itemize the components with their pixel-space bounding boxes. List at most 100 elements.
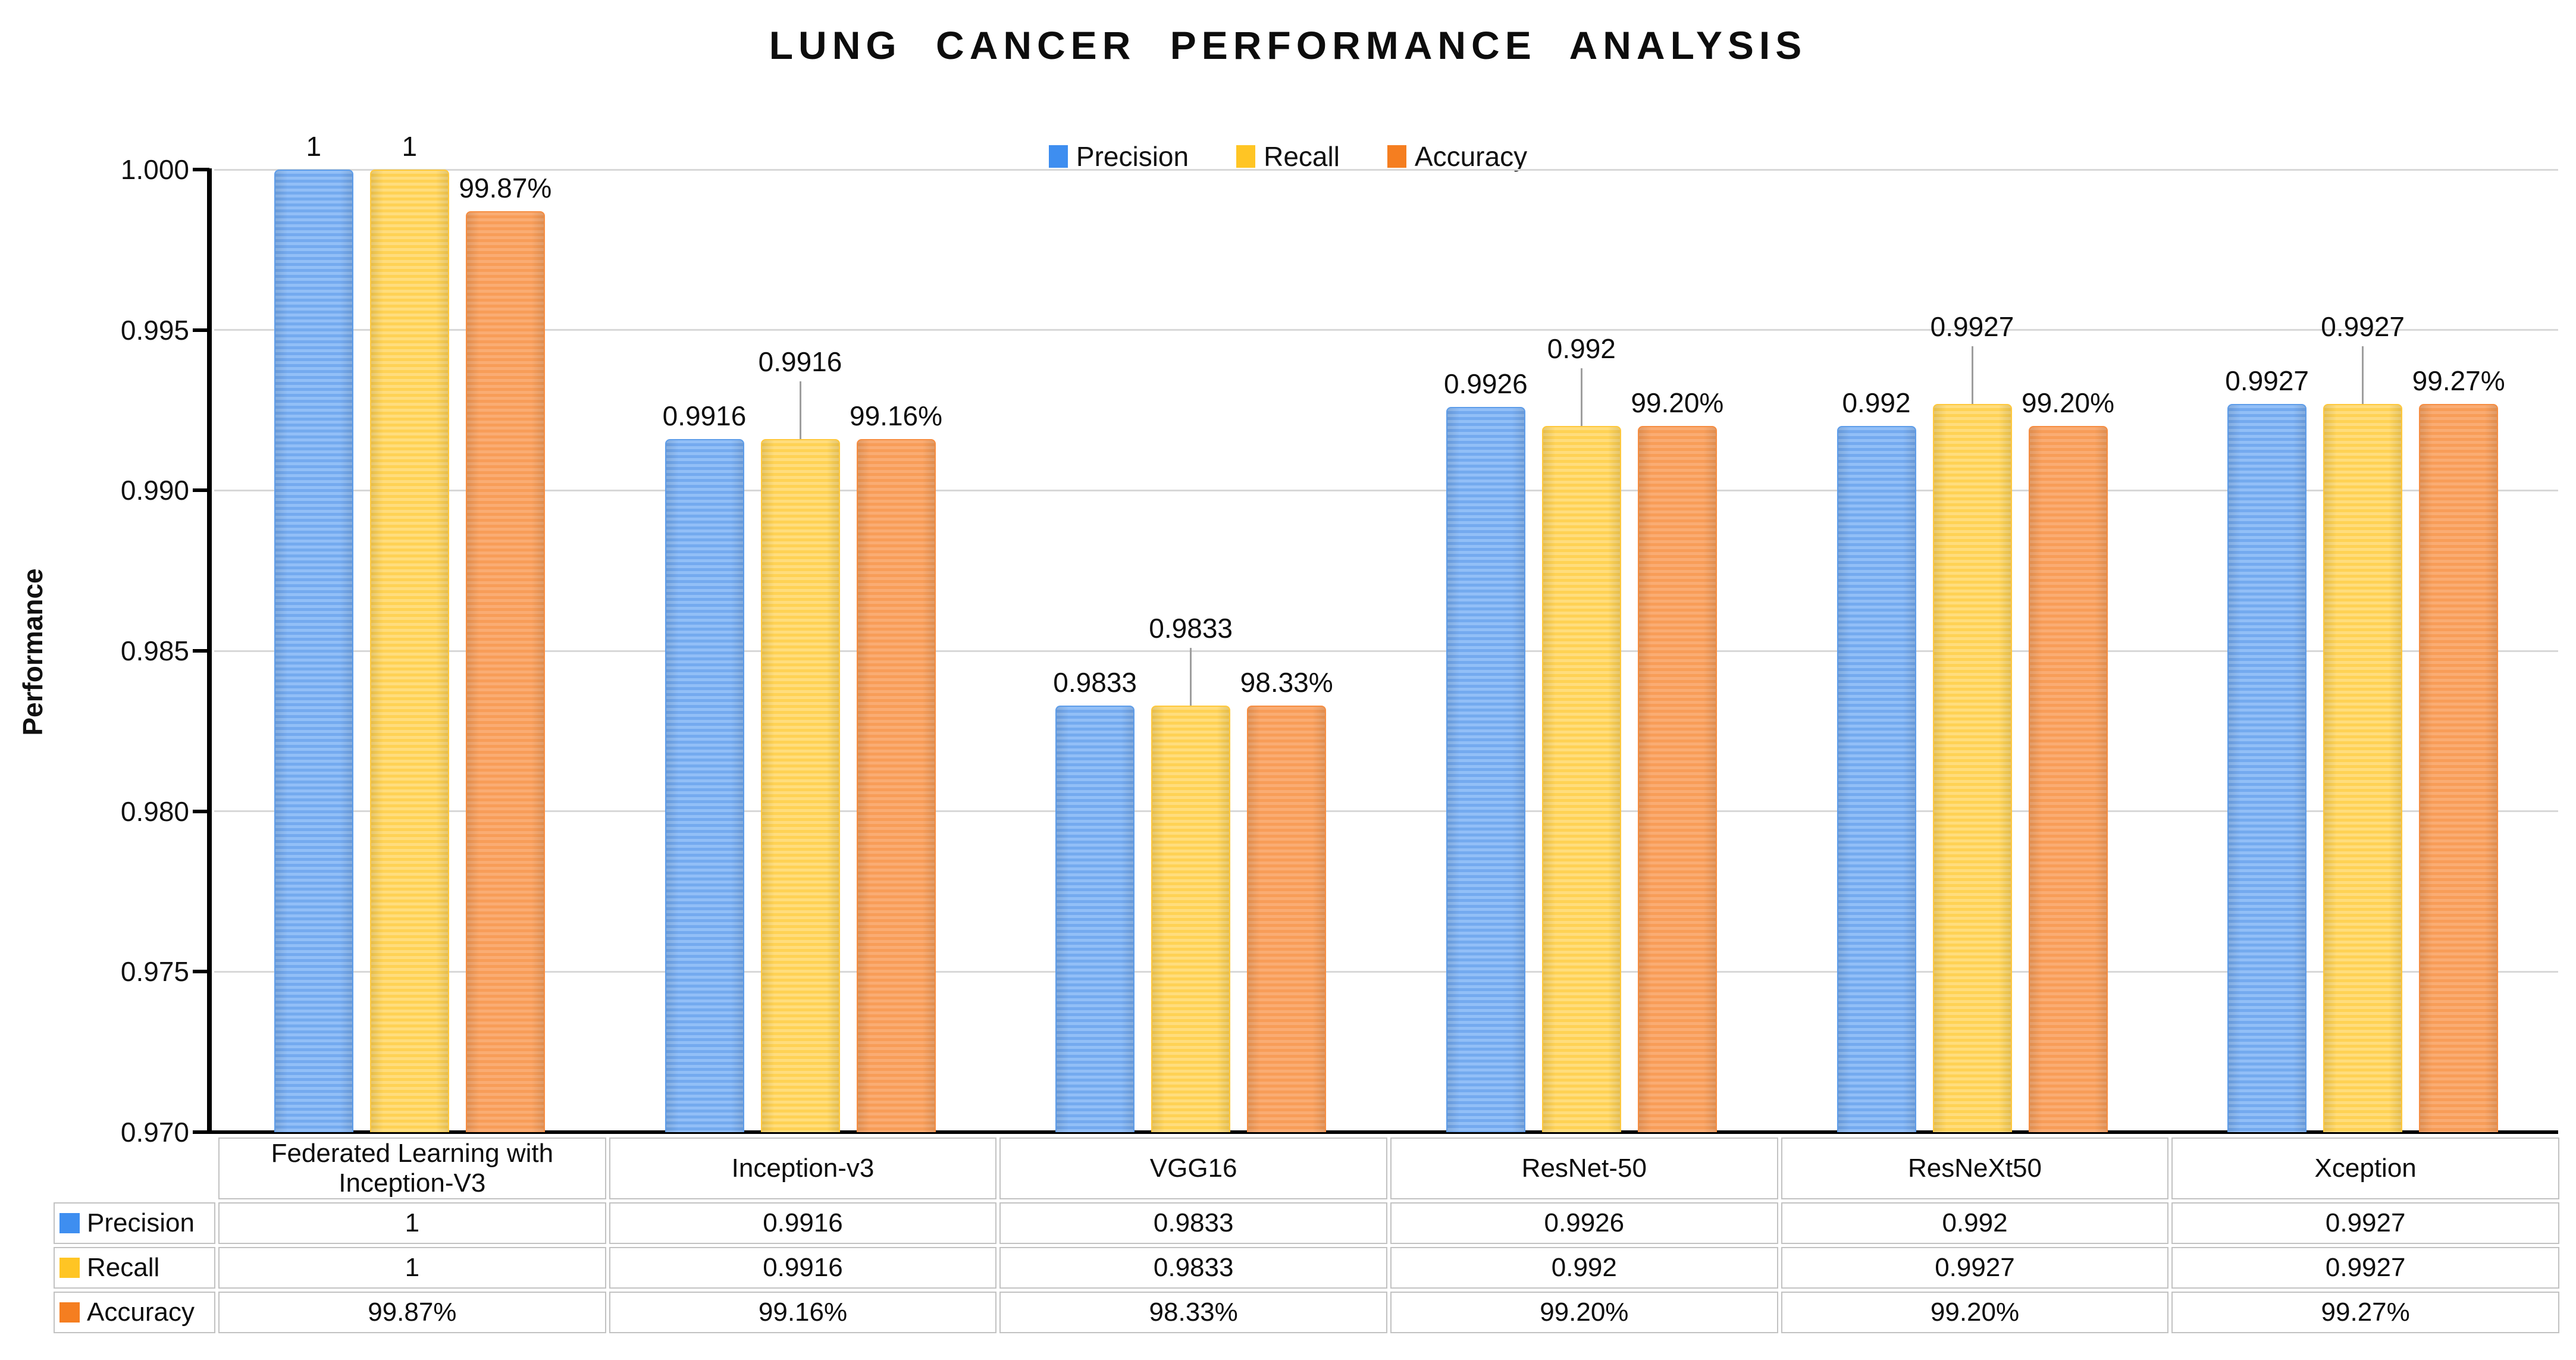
label-leader-line bbox=[799, 381, 801, 440]
bar-recall bbox=[369, 170, 449, 1132]
legend-label: Accuracy bbox=[1414, 141, 1528, 172]
table-value-cell: 0.9926 bbox=[1390, 1202, 1778, 1244]
y-tick-label: 0.980 bbox=[120, 795, 189, 827]
bar-accuracy bbox=[1247, 705, 1327, 1132]
table-value-cell: 1 bbox=[218, 1202, 606, 1244]
x-axis-line bbox=[207, 1130, 2558, 1134]
bar-value-label: 99.20% bbox=[2021, 387, 2115, 419]
bar-value-label: 0.9927 bbox=[2321, 311, 2405, 342]
bar-recall bbox=[1932, 403, 2012, 1132]
bar-value-label: 1 bbox=[306, 131, 322, 162]
table-header-cell: ResNet-50 bbox=[1390, 1137, 1778, 1199]
bar-value-label: 0.9927 bbox=[1930, 311, 2014, 342]
bar-recall bbox=[760, 439, 840, 1132]
bar-value-label: 0.9833 bbox=[1149, 612, 1233, 644]
table-value-cell: 99.87% bbox=[218, 1292, 606, 1333]
table-corner-cell bbox=[54, 1137, 215, 1199]
label-leader-line bbox=[2362, 346, 2364, 404]
table-value-cell: 1 bbox=[218, 1247, 606, 1289]
table-header-cell: Federated Learning with Inception-V3 bbox=[218, 1137, 606, 1199]
table-value-cell: 0.992 bbox=[1390, 1247, 1778, 1289]
bar-accuracy bbox=[2419, 403, 2499, 1132]
gridline bbox=[214, 329, 2558, 331]
table-value-cell: 0.9916 bbox=[609, 1247, 997, 1289]
table-value-cell: 98.33% bbox=[999, 1292, 1387, 1333]
bar-precision bbox=[1446, 407, 1525, 1132]
legend-swatch-accuracy-icon bbox=[1387, 145, 1406, 168]
bar-precision bbox=[1837, 426, 1916, 1132]
bar-value-label: 0.992 bbox=[1842, 387, 1911, 419]
y-axis-line bbox=[207, 168, 212, 1134]
label-leader-line bbox=[1190, 647, 1192, 706]
y-tick-label: 0.970 bbox=[120, 1117, 189, 1148]
bar-precision bbox=[274, 170, 353, 1132]
bar-accuracy bbox=[856, 439, 936, 1132]
bar-value-label: 0.9916 bbox=[758, 346, 842, 378]
table-header-cell: VGG16 bbox=[999, 1137, 1387, 1199]
legend-item-recall: Recall bbox=[1236, 140, 1340, 173]
table-header-cell: Inception-v3 bbox=[609, 1137, 997, 1199]
label-leader-line bbox=[1971, 346, 1973, 404]
table-value-cell: 0.992 bbox=[1781, 1202, 2169, 1244]
bar-recall bbox=[1151, 705, 1231, 1132]
gridline bbox=[214, 970, 2558, 973]
gridline bbox=[214, 810, 2558, 813]
bar-value-label: 0.9916 bbox=[662, 400, 747, 432]
legend-swatch-recall-icon bbox=[1236, 145, 1256, 168]
legend-swatch-accuracy-icon bbox=[59, 1302, 80, 1323]
bar-value-label: 0.992 bbox=[1547, 333, 1616, 365]
data-table: Federated Learning with Inception-V3 Ince… bbox=[54, 1137, 2559, 1333]
bar-precision bbox=[2227, 403, 2307, 1132]
table-value-cell: 99.20% bbox=[1781, 1292, 2169, 1333]
table-row-header-accuracy: Accuracy bbox=[54, 1292, 215, 1333]
bar-value-label: 0.9833 bbox=[1053, 666, 1137, 698]
table-value-cell: 0.9927 bbox=[1781, 1247, 2169, 1289]
gridline bbox=[214, 489, 2558, 491]
bar-value-label: 0.9927 bbox=[2225, 365, 2309, 396]
y-tick-mark bbox=[193, 809, 209, 813]
bar-accuracy bbox=[1637, 426, 1717, 1132]
table-row-header-label: Accuracy bbox=[87, 1298, 195, 1327]
y-tick-mark bbox=[193, 168, 209, 171]
bar-precision bbox=[1055, 705, 1135, 1132]
table-row-header-recall: Recall bbox=[54, 1247, 215, 1289]
table-header-cell: ResNeXt50 bbox=[1781, 1137, 2169, 1199]
legend-swatch-recall-icon bbox=[59, 1258, 80, 1278]
table-header-cell: Xception bbox=[2171, 1137, 2559, 1199]
label-leader-line bbox=[1580, 368, 1582, 427]
bar-accuracy bbox=[2028, 426, 2108, 1132]
table-row-header-precision: Precision bbox=[54, 1202, 215, 1244]
table-row-header-label: Recall bbox=[87, 1253, 160, 1282]
legend-label: Precision bbox=[1076, 141, 1189, 172]
legend-item-accuracy: Accuracy bbox=[1387, 140, 1527, 173]
bar-precision bbox=[665, 439, 744, 1132]
table-value-cell: 0.9927 bbox=[2171, 1202, 2559, 1244]
table-value-cell: 0.9833 bbox=[999, 1202, 1387, 1244]
bar-value-label: 0.9926 bbox=[1443, 368, 1528, 400]
bar-accuracy bbox=[465, 211, 545, 1132]
gridline bbox=[214, 168, 2558, 171]
bar-value-label: 99.87% bbox=[459, 173, 552, 204]
table-value-cell: 99.27% bbox=[2171, 1292, 2559, 1333]
legend-swatch-precision-icon bbox=[1048, 145, 1068, 168]
y-tick-mark bbox=[193, 328, 209, 332]
y-tick-mark bbox=[193, 488, 209, 493]
y-tick-mark bbox=[193, 1130, 209, 1134]
bar-value-label: 99.20% bbox=[1631, 387, 1724, 419]
chart-legend: Precision Recall Accuracy bbox=[0, 140, 2576, 173]
chart-title: LUNG CANCER PERFORMANCE ANALYSIS bbox=[769, 23, 1807, 67]
y-tick-label: 0.975 bbox=[120, 956, 189, 988]
bar-recall bbox=[1541, 426, 1621, 1132]
table-value-cell: 99.20% bbox=[1390, 1292, 1778, 1333]
y-tick-label: 0.985 bbox=[120, 635, 189, 666]
bar-value-label: 98.33% bbox=[1240, 666, 1333, 698]
table-value-cell: 0.9916 bbox=[609, 1202, 997, 1244]
bar-value-label: 99.27% bbox=[2412, 365, 2505, 396]
table-value-cell: 99.16% bbox=[609, 1292, 997, 1333]
table-value-cell: 0.9833 bbox=[999, 1247, 1387, 1289]
y-tick-mark bbox=[193, 649, 209, 653]
legend-item-precision: Precision bbox=[1048, 140, 1189, 173]
y-tick-mark bbox=[193, 970, 209, 974]
